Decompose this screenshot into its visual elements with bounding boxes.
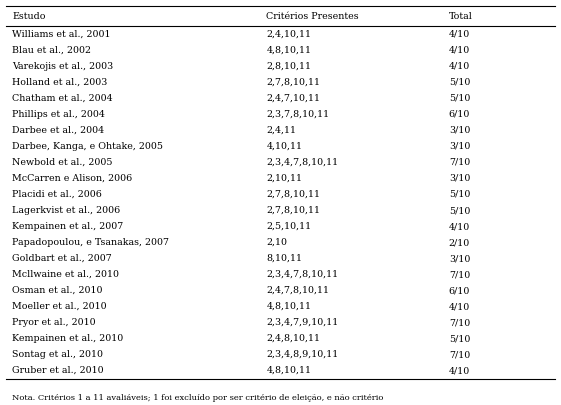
- Text: 7/10: 7/10: [449, 158, 470, 167]
- Text: Total: Total: [449, 12, 473, 21]
- Text: 2,10: 2,10: [266, 238, 287, 247]
- Text: 6/10: 6/10: [449, 110, 470, 119]
- Text: Moeller et al., 2010: Moeller et al., 2010: [12, 302, 107, 311]
- Text: 5/10: 5/10: [449, 334, 470, 343]
- Text: 3/10: 3/10: [449, 254, 470, 263]
- Text: Kempainen et al., 2010: Kempainen et al., 2010: [12, 334, 123, 343]
- Text: 4/10: 4/10: [449, 62, 470, 71]
- Text: 5/10: 5/10: [449, 94, 470, 103]
- Text: Gruber et al., 2010: Gruber et al., 2010: [12, 366, 104, 375]
- Text: 7/10: 7/10: [449, 270, 470, 279]
- Text: Critérios Presentes: Critérios Presentes: [266, 12, 359, 21]
- Text: 2,3,7,8,10,11: 2,3,7,8,10,11: [266, 110, 330, 119]
- Text: 2,4,7,8,10,11: 2,4,7,8,10,11: [266, 286, 329, 295]
- Text: 2,4,11: 2,4,11: [266, 126, 296, 135]
- Text: 2,4,7,10,11: 2,4,7,10,11: [266, 94, 320, 103]
- Text: 2,7,8,10,11: 2,7,8,10,11: [266, 190, 320, 199]
- Text: 2,7,8,10,11: 2,7,8,10,11: [266, 78, 320, 87]
- Text: Sontag et al., 2010: Sontag et al., 2010: [12, 350, 103, 359]
- Text: 4/10: 4/10: [449, 222, 470, 231]
- Text: 2,3,4,7,8,10,11: 2,3,4,7,8,10,11: [266, 158, 339, 167]
- Text: 3/10: 3/10: [449, 174, 470, 183]
- Text: Darbee et al., 2004: Darbee et al., 2004: [12, 126, 104, 135]
- Text: 2,4,10,11: 2,4,10,11: [266, 30, 311, 39]
- Text: 3/10: 3/10: [449, 126, 470, 135]
- Text: Nota. Critérios 1 a 11 avaliáveis; 1 foi excluído por ser critério de eleição, e: Nota. Critérios 1 a 11 avaliáveis; 1 foi…: [12, 394, 384, 402]
- Text: 2,5,10,11: 2,5,10,11: [266, 222, 311, 231]
- Text: 4,8,10,11: 4,8,10,11: [266, 302, 311, 311]
- Text: 5/10: 5/10: [449, 206, 470, 215]
- Text: Papadopoulou, e Tsanakas, 2007: Papadopoulou, e Tsanakas, 2007: [12, 238, 169, 247]
- Text: Placidi et al., 2006: Placidi et al., 2006: [12, 190, 102, 199]
- Text: 4,8,10,11: 4,8,10,11: [266, 366, 311, 375]
- Text: 5/10: 5/10: [449, 78, 470, 87]
- Text: 2,7,8,10,11: 2,7,8,10,11: [266, 206, 320, 215]
- Text: 2,3,4,8,9,10,11: 2,3,4,8,9,10,11: [266, 350, 339, 359]
- Text: Newbold et al., 2005: Newbold et al., 2005: [12, 158, 113, 167]
- Text: Osman et al., 2010: Osman et al., 2010: [12, 286, 103, 295]
- Text: Phillips et al., 2004: Phillips et al., 2004: [12, 110, 105, 119]
- Text: 7/10: 7/10: [449, 350, 470, 359]
- Text: Blau et al., 2002: Blau et al., 2002: [12, 46, 91, 55]
- Text: Darbee, Kanga, e Ohtake, 2005: Darbee, Kanga, e Ohtake, 2005: [12, 142, 163, 151]
- Text: 2,3,4,7,9,10,11: 2,3,4,7,9,10,11: [266, 318, 339, 327]
- Text: Mcllwaine et al., 2010: Mcllwaine et al., 2010: [12, 270, 119, 279]
- Text: 4/10: 4/10: [449, 302, 470, 311]
- Text: 7/10: 7/10: [449, 318, 470, 327]
- Text: Estudo: Estudo: [12, 12, 46, 21]
- Text: 4/10: 4/10: [449, 30, 470, 39]
- Text: 4/10: 4/10: [449, 366, 470, 375]
- Text: 2,8,10,11: 2,8,10,11: [266, 62, 311, 71]
- Text: 2,10,11: 2,10,11: [266, 174, 302, 183]
- Text: Holland et al., 2003: Holland et al., 2003: [12, 78, 108, 87]
- Text: 4/10: 4/10: [449, 46, 470, 55]
- Text: 2/10: 2/10: [449, 238, 470, 247]
- Text: Williams et al., 2001: Williams et al., 2001: [12, 30, 111, 39]
- Text: 3/10: 3/10: [449, 142, 470, 151]
- Text: 2,3,4,7,8,10,11: 2,3,4,7,8,10,11: [266, 270, 339, 279]
- Text: 2,4,8,10,11: 2,4,8,10,11: [266, 334, 320, 343]
- Text: 4,10,11: 4,10,11: [266, 142, 302, 151]
- Text: 6/10: 6/10: [449, 286, 470, 295]
- Text: Lagerkvist et al., 2006: Lagerkvist et al., 2006: [12, 206, 121, 215]
- Text: Chatham et al., 2004: Chatham et al., 2004: [12, 94, 113, 103]
- Text: 8,10,11: 8,10,11: [266, 254, 302, 263]
- Text: Pryor et al., 2010: Pryor et al., 2010: [12, 318, 96, 327]
- Text: McCarren e Alison, 2006: McCarren e Alison, 2006: [12, 174, 132, 183]
- Text: Kempainen et al., 2007: Kempainen et al., 2007: [12, 222, 123, 231]
- Text: Varekojis et al., 2003: Varekojis et al., 2003: [12, 62, 113, 71]
- Text: Goldbart et al., 2007: Goldbart et al., 2007: [12, 254, 112, 263]
- Text: 4,8,10,11: 4,8,10,11: [266, 46, 311, 55]
- Text: 5/10: 5/10: [449, 190, 470, 199]
